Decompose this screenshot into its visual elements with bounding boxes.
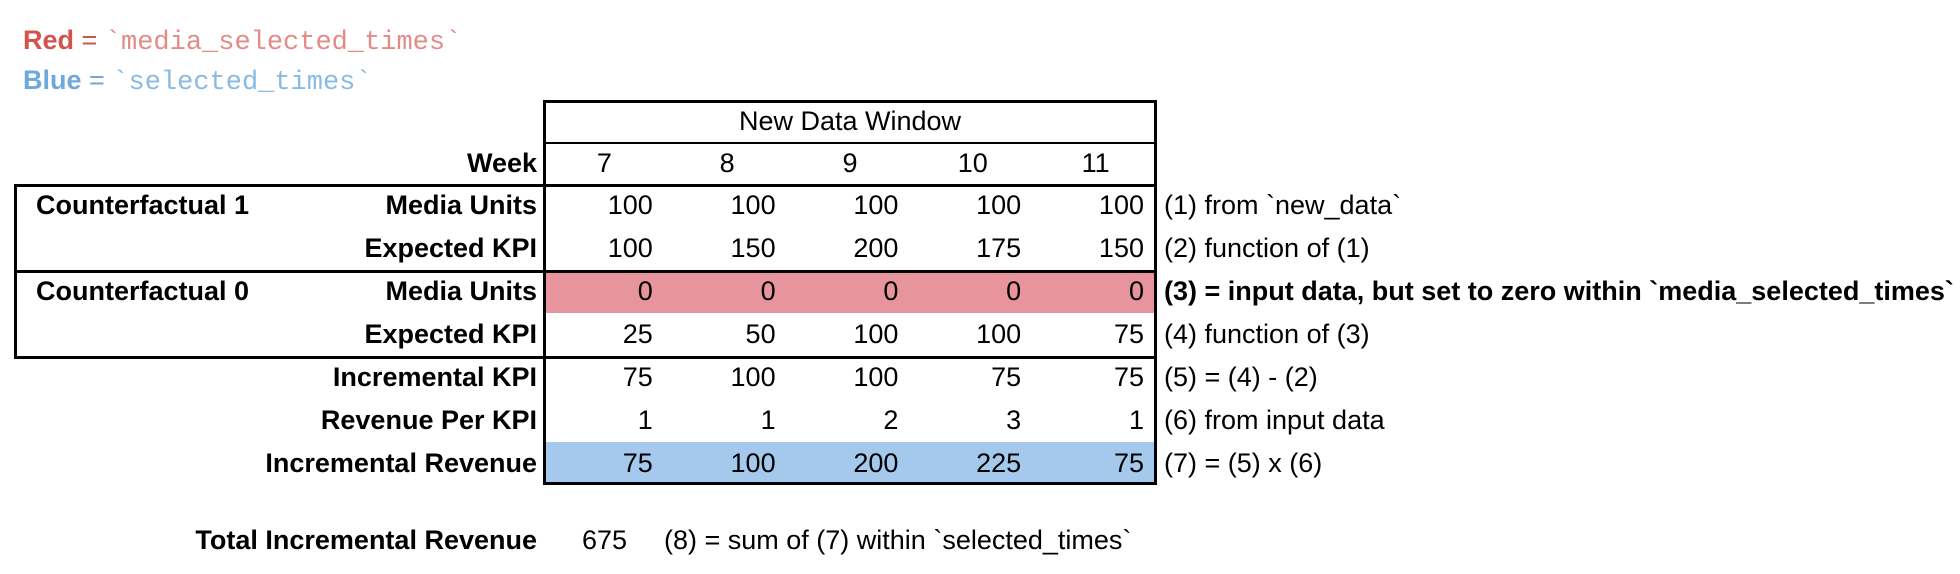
data-cell: 100 <box>976 319 1022 349</box>
total-annotation: (8) = sum of (7) within `selected_times` <box>664 525 1132 555</box>
media-selected-times-highlight <box>546 273 1154 313</box>
legend-red-line: Red = `media_selected_times` <box>23 24 461 59</box>
data-cell: 200 <box>853 233 899 263</box>
group-label-counterfactual-0: Counterfactual 0 <box>36 276 250 306</box>
legend-blue-label: Blue <box>23 65 82 95</box>
data-cell: 100 <box>976 190 1022 220</box>
row-annotation: (6) from input data <box>1164 405 1385 435</box>
data-cell: 225 <box>976 448 1022 478</box>
data-cell: 0 <box>1006 276 1022 306</box>
data-cell: 0 <box>637 276 653 306</box>
row-annotation: (5) = (4) - (2) <box>1164 362 1318 392</box>
data-cell: 75 <box>622 448 653 478</box>
counterfactual-divider-line <box>14 270 1157 273</box>
total-incremental-revenue-value: 675 <box>581 525 628 555</box>
label-box-left-border <box>14 184 17 359</box>
data-cell: 75 <box>991 362 1022 392</box>
data-cell: 100 <box>853 319 899 349</box>
legend-blue-equals: = <box>89 65 105 95</box>
data-cell: 200 <box>853 448 899 478</box>
data-cell: 50 <box>745 319 776 349</box>
data-cell: 0 <box>760 276 776 306</box>
data-cell: 75 <box>1113 448 1144 478</box>
data-cell: 100 <box>607 190 653 220</box>
legend-red-value: `media_selected_times` <box>104 28 462 58</box>
selected-times-highlight <box>546 442 1154 482</box>
data-cell: 100 <box>853 190 899 220</box>
group-label-counterfactual-1: Counterfactual 1 <box>36 190 250 220</box>
week-row-label: Week <box>466 148 537 178</box>
row-label: Expected KPI <box>364 233 537 263</box>
header-divider-line <box>543 142 1157 144</box>
week-number: 10 <box>957 148 988 178</box>
row-annotation: (3) = input data, but set to zero within… <box>1164 276 1954 306</box>
row-label: Revenue Per KPI <box>320 405 537 435</box>
data-cell: 100 <box>607 233 653 263</box>
row-annotation: (4) function of (3) <box>1164 319 1370 349</box>
data-cell: 25 <box>622 319 653 349</box>
data-cell: 175 <box>976 233 1022 263</box>
row-annotation: (2) function of (1) <box>1164 233 1370 263</box>
row-label: Expected KPI <box>364 319 537 349</box>
data-cell: 100 <box>730 190 776 220</box>
week-number: 8 <box>719 148 735 178</box>
data-cell: 100 <box>1098 190 1144 220</box>
row-label: Incremental KPI <box>332 362 537 392</box>
data-cell: 0 <box>883 276 899 306</box>
data-cell: 100 <box>853 362 899 392</box>
legend-red-equals: = <box>81 25 98 55</box>
week-divider-line <box>14 184 1157 187</box>
row-label: Incremental Revenue <box>265 448 537 478</box>
row-annotation: (1) from `new_data` <box>1164 190 1402 220</box>
row-annotation: (7) = (5) x (6) <box>1164 448 1323 478</box>
data-cell: 100 <box>730 448 776 478</box>
row-label: Media Units <box>385 190 537 220</box>
table-title: New Data Window <box>738 106 962 136</box>
week-number: 11 <box>1081 148 1110 178</box>
total-incremental-revenue-label: Total Incremental Revenue <box>195 525 537 555</box>
data-cell: 150 <box>1098 233 1144 263</box>
data-cell: 150 <box>730 233 776 263</box>
data-cell: 0 <box>1128 276 1144 306</box>
week-number: 9 <box>842 148 858 178</box>
legend-red-label: Red <box>23 25 75 55</box>
week-number: 7 <box>596 148 612 178</box>
legend-blue-value: `selected_times` <box>112 68 372 98</box>
data-window-table-border <box>543 100 1157 485</box>
legend-blue-line: Blue = `selected_times` <box>23 64 372 99</box>
data-cell: 1 <box>637 405 653 435</box>
data-cell: 1 <box>760 405 776 435</box>
data-cell: 2 <box>883 405 899 435</box>
data-cell: 1 <box>1128 405 1144 435</box>
data-cell: 75 <box>622 362 653 392</box>
data-cell: 75 <box>1113 362 1144 392</box>
data-cell: 100 <box>730 362 776 392</box>
counterfactual0-bottom-line <box>14 356 1157 359</box>
data-cell: 3 <box>1006 405 1022 435</box>
data-cell: 75 <box>1113 319 1144 349</box>
row-label: Media Units <box>385 276 537 306</box>
